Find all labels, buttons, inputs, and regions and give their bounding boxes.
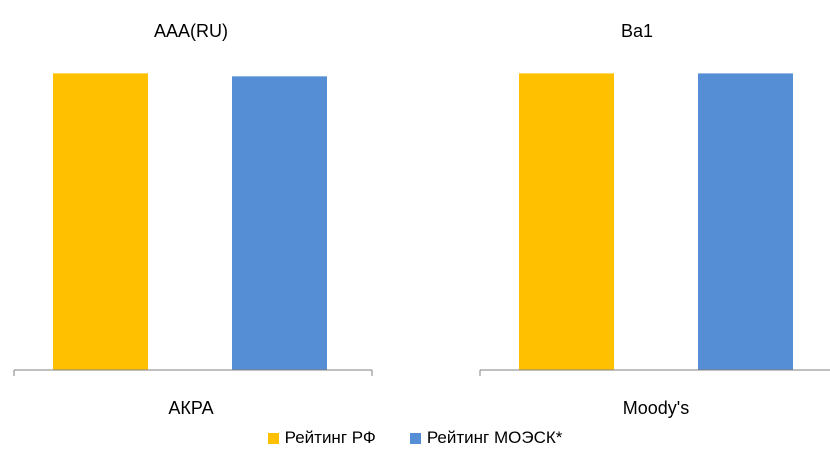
chart-title-2: Ba1 xyxy=(621,21,653,41)
category-label-1: АКРА xyxy=(168,398,213,418)
legend-item-moesk: Рейтинг МОЭСК* xyxy=(409,428,563,448)
legend: Рейтинг РФ Рейтинг МОЭСК* xyxy=(0,428,830,448)
bar-1-series-1 xyxy=(53,73,148,370)
bar-2-series-1 xyxy=(519,73,614,370)
bar-1-series-2 xyxy=(232,76,327,370)
category-label-2: Moody's xyxy=(623,398,689,418)
legend-label-moesk: Рейтинг МОЭСК* xyxy=(426,428,563,447)
legend-item-rf: Рейтинг РФ xyxy=(267,428,376,448)
bar-2-series-2 xyxy=(698,73,793,370)
legend-swatch-rf xyxy=(267,432,279,444)
legend-label-rf: Рейтинг РФ xyxy=(284,428,376,447)
chart-title-1: AAA(RU) xyxy=(154,21,228,41)
legend-swatch-moesk xyxy=(409,432,421,444)
